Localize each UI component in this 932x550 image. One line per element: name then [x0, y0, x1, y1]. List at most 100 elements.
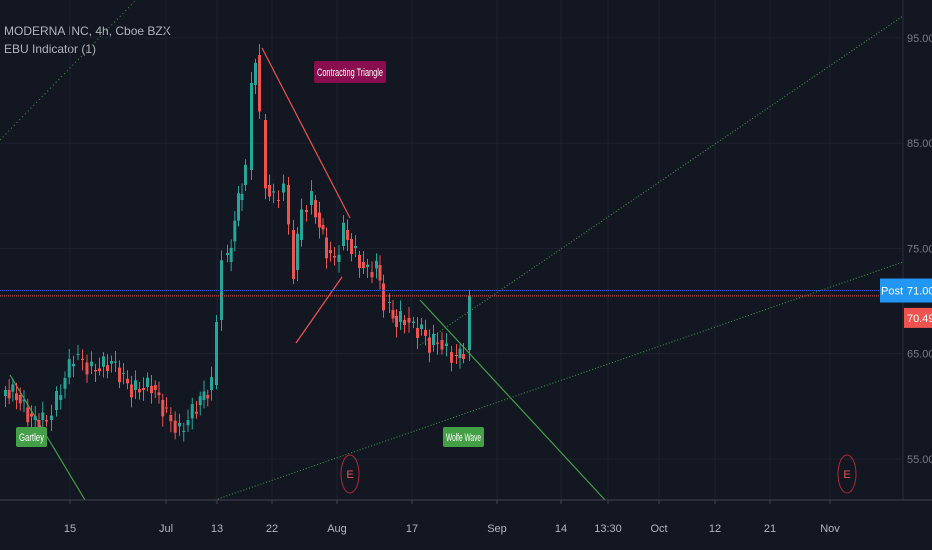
- candle-body: [4, 390, 7, 396]
- candle: [318, 201, 321, 239]
- candle: [146, 372, 149, 392]
- candle: [321, 218, 325, 235]
- candle: [98, 357, 101, 376]
- candle: [114, 351, 117, 372]
- pattern-label: Wolfe Wave: [443, 427, 484, 447]
- candle: [375, 253, 378, 279]
- chart-grid: [0, 0, 903, 500]
- candle-body: [138, 389, 141, 393]
- candle-body: [106, 365, 109, 371]
- candle: [81, 349, 84, 371]
- candle-body: [15, 393, 18, 401]
- candle-body: [110, 361, 113, 364]
- candle: [85, 354, 89, 383]
- candle: [310, 180, 313, 215]
- candle: [67, 349, 71, 385]
- candle-body: [226, 253, 229, 255]
- last-value-text: 70.49: [907, 313, 932, 325]
- candle: [59, 384, 63, 410]
- candle-body: [428, 337, 431, 353]
- pattern-label: Contracting Triangle: [314, 61, 386, 83]
- candle: [440, 332, 444, 355]
- candle: [458, 344, 462, 369]
- candle-body: [424, 330, 427, 336]
- price-tick-label: 95.00: [907, 33, 932, 45]
- earnings-event-label: E: [346, 469, 353, 481]
- candle-body: [173, 420, 177, 433]
- candle: [165, 397, 168, 414]
- candle-body: [102, 356, 105, 367]
- candle-body: [244, 164, 247, 185]
- candle: [445, 333, 448, 357]
- post-price-badge: Post 71.00: [880, 278, 932, 303]
- candle-body: [296, 233, 299, 270]
- candle: [346, 219, 349, 251]
- candle: [354, 235, 357, 258]
- wolfe-lower-line: [419, 299, 606, 501]
- candle-body: [292, 230, 295, 279]
- candle: [350, 233, 353, 262]
- candle-body: [458, 348, 462, 358]
- candle: [22, 390, 26, 413]
- candle: [287, 176, 290, 235]
- candle: [169, 407, 173, 433]
- candle-body: [337, 254, 341, 262]
- price-tick-label: 55.00: [907, 454, 932, 466]
- candle-body: [76, 353, 80, 355]
- candle: [118, 360, 121, 389]
- candle: [157, 381, 161, 404]
- candle-body: [462, 354, 465, 359]
- candle: [110, 355, 113, 373]
- candle: [329, 241, 332, 262]
- candle: [106, 354, 109, 379]
- candle: [292, 219, 295, 285]
- fib-dotted-line: [0, 0, 137, 141]
- post-value-box: [904, 278, 932, 303]
- candle-body: [81, 358, 84, 360]
- candle-body: [7, 390, 11, 399]
- candle-body: [50, 415, 53, 420]
- candle: [391, 300, 395, 323]
- earnings-event-ring: [340, 454, 360, 494]
- candle-body: [206, 395, 210, 399]
- candle-body: [420, 324, 423, 329]
- last-price-badge: 70.49: [904, 307, 932, 328]
- candle-body: [182, 430, 186, 432]
- pattern-label-text: Contracting Triangle: [317, 67, 383, 79]
- candle: [55, 386, 58, 417]
- candle-body: [30, 413, 33, 417]
- candle-body: [432, 333, 435, 345]
- earnings-event-ring: [837, 454, 857, 494]
- candle: [468, 289, 471, 361]
- candle-body: [399, 311, 402, 322]
- candle-body: [153, 385, 157, 391]
- candle: [126, 370, 129, 390]
- candle-body: [33, 416, 37, 420]
- candle-body: [41, 412, 45, 420]
- candle-body: [468, 295, 471, 350]
- candle: [412, 316, 415, 329]
- indicator-legend[interactable]: EBU Indicator (1): [4, 42, 97, 56]
- candle: [206, 389, 210, 407]
- candle: [190, 397, 194, 430]
- earnings-event-icon[interactable]: E: [340, 454, 360, 494]
- candle: [382, 274, 385, 318]
- candle-body: [375, 260, 378, 269]
- candle: [153, 380, 157, 398]
- time-tick-label: 17: [406, 523, 418, 535]
- earnings-event-icon[interactable]: E: [837, 454, 857, 494]
- time-tick-label: Nov: [820, 523, 840, 535]
- candlestick-series: [4, 44, 471, 442]
- candle: [300, 198, 303, 247]
- candle-body: [366, 264, 369, 267]
- candle-body: [90, 361, 93, 367]
- candle: [173, 411, 177, 440]
- candle: [407, 307, 411, 333]
- candle-body: [412, 321, 415, 323]
- candle: [268, 174, 271, 201]
- symbol-title[interactable]: MODERNA INC, 4h, Cboe BZX: [4, 24, 171, 38]
- candle: [161, 393, 165, 427]
- candle: [50, 404, 53, 431]
- candle: [150, 375, 153, 404]
